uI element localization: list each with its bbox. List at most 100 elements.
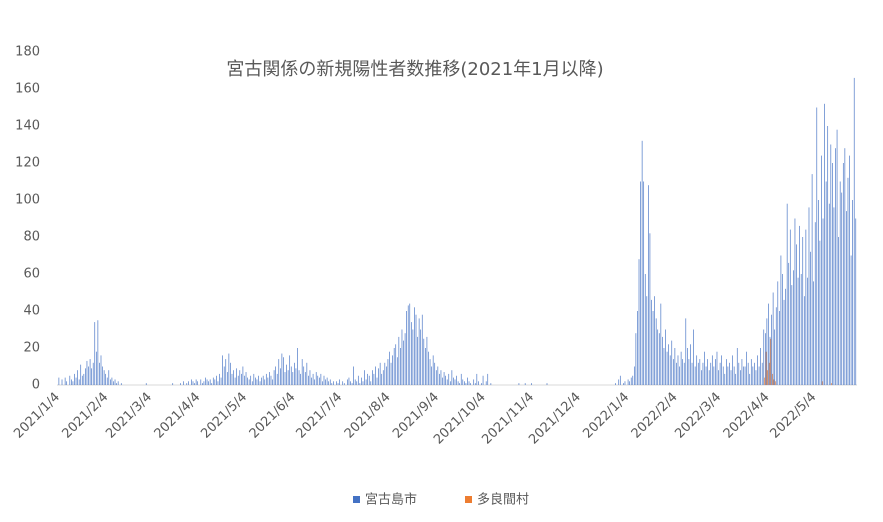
bar (216, 375, 217, 385)
bar (192, 381, 194, 385)
y-tick-label: 0 (32, 378, 40, 393)
y-tick-label: 60 (23, 267, 40, 282)
bar (94, 322, 96, 385)
bar (406, 311, 407, 385)
bar (474, 383, 476, 385)
bar (842, 163, 844, 385)
bar (764, 333, 766, 385)
x-tick-label: 2021/1/4 (11, 390, 63, 442)
bar (669, 355, 671, 385)
legend-label: 宮古島市 (365, 492, 417, 508)
bar (269, 372, 270, 385)
bar (262, 375, 264, 385)
bar (239, 370, 241, 385)
bar (343, 383, 345, 385)
bar (331, 383, 333, 385)
bar (273, 370, 275, 385)
bar (258, 375, 259, 385)
bar (336, 381, 337, 385)
bar (841, 192, 843, 385)
bar (88, 366, 89, 385)
bar (763, 329, 765, 385)
bar (782, 274, 783, 385)
bar (289, 355, 291, 385)
bar (629, 381, 630, 385)
bar (768, 362, 770, 385)
bar (264, 379, 266, 385)
bar (418, 318, 420, 385)
bar (200, 379, 202, 385)
bar (347, 379, 348, 385)
bar (682, 359, 684, 385)
bar (312, 373, 314, 385)
bar (209, 379, 211, 385)
bar (454, 379, 456, 385)
bar (290, 366, 292, 385)
bar (679, 366, 680, 385)
bar (381, 373, 383, 385)
bar (445, 375, 446, 385)
bar (741, 359, 743, 385)
bar (66, 381, 68, 385)
x-tick-label: 2022/4/4 (721, 390, 773, 442)
bar (637, 311, 638, 385)
bar (297, 348, 298, 385)
bar (211, 383, 213, 385)
bar (183, 381, 184, 385)
bar (464, 381, 465, 385)
bar (83, 373, 85, 385)
bar (304, 372, 306, 385)
bar (421, 314, 423, 385)
x-tick-label: 2022/5/4 (768, 390, 820, 442)
bar (286, 364, 287, 385)
bar (69, 375, 71, 385)
bar (434, 362, 436, 385)
bar (715, 359, 716, 385)
bar (208, 381, 209, 385)
bar (303, 366, 305, 385)
bar (106, 377, 108, 385)
bar (674, 348, 676, 385)
bar (814, 222, 816, 385)
y-tick-label: 180 (15, 45, 40, 60)
bar (378, 368, 379, 385)
bar (764, 377, 765, 385)
bar (325, 379, 326, 385)
x-tick-label: 2022/1/4 (580, 390, 632, 442)
bar (326, 377, 328, 385)
bar (825, 181, 827, 385)
bar (97, 320, 99, 385)
bar (284, 372, 286, 385)
bar (387, 359, 389, 385)
bar (203, 381, 205, 385)
bar (755, 370, 757, 385)
bar (473, 379, 475, 385)
y-tick-label: 40 (23, 304, 40, 319)
bar (322, 381, 323, 385)
bar (802, 237, 804, 385)
bar (707, 359, 708, 385)
bar (704, 351, 705, 385)
bar (757, 355, 758, 385)
x-tick-label: 2022/3/4 (672, 390, 724, 442)
bar (624, 381, 626, 385)
bar (676, 362, 677, 385)
bar (813, 281, 814, 385)
bar (672, 359, 674, 385)
bar (767, 370, 768, 385)
bar (638, 259, 640, 385)
bar (435, 370, 437, 385)
bar (362, 381, 364, 385)
bar (771, 314, 772, 385)
y-tick-label: 140 (15, 119, 40, 134)
bar (357, 375, 359, 385)
bar (205, 377, 206, 385)
bar (113, 381, 114, 385)
bar (217, 381, 219, 385)
bar (100, 355, 102, 385)
bar (301, 359, 303, 385)
bar (760, 348, 761, 385)
bar (726, 359, 727, 385)
bar (721, 355, 722, 385)
bar (832, 163, 833, 385)
